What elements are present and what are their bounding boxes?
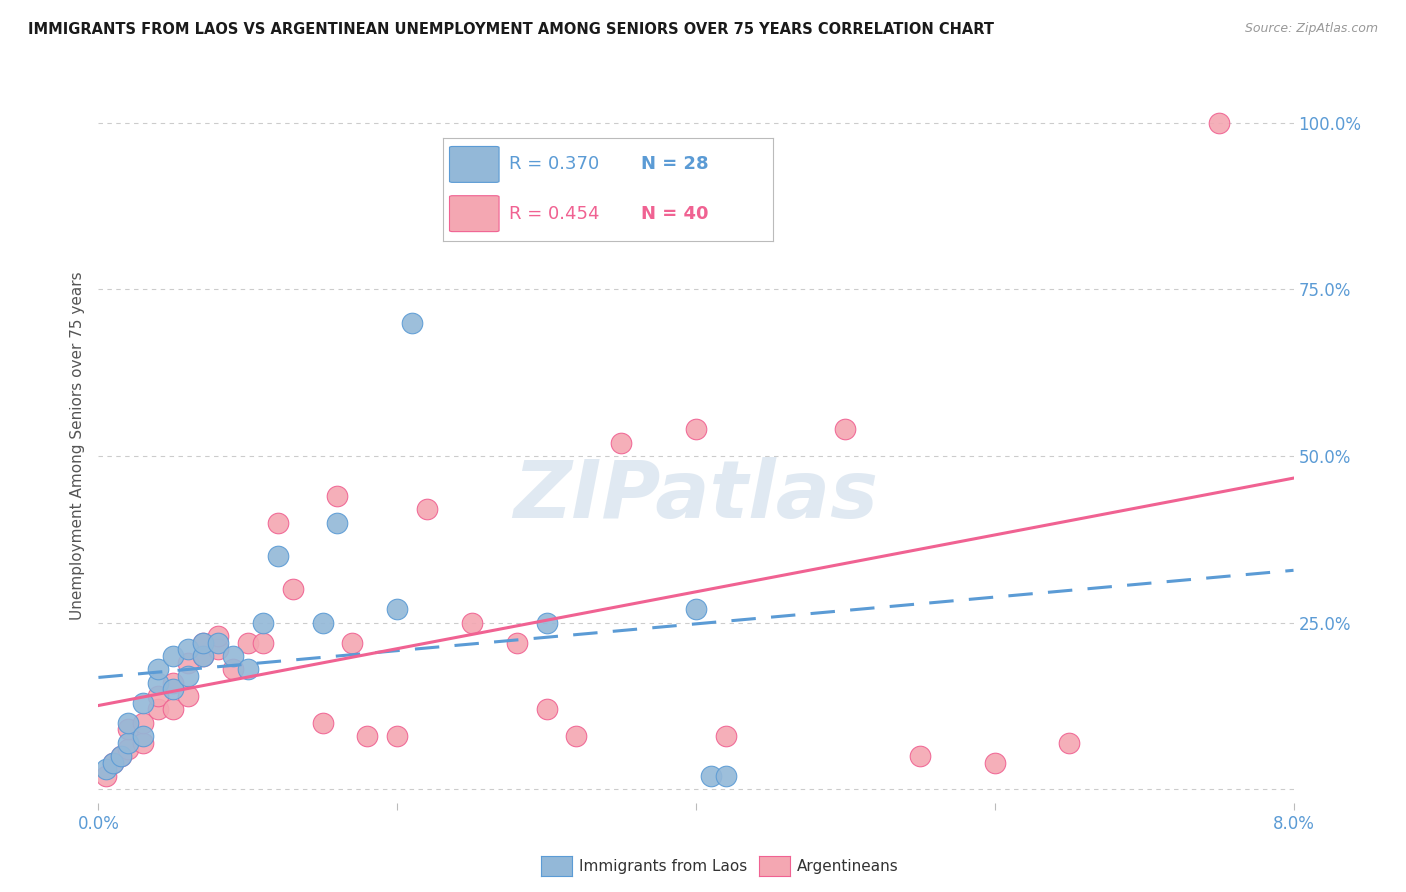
Point: [191, 636, 214, 650]
Point: [103, 756, 125, 770]
Point: [610, 435, 633, 450]
Point: [191, 649, 214, 664]
Point: [177, 669, 200, 683]
Point: [281, 582, 304, 597]
Point: [356, 729, 378, 743]
Point: [536, 615, 558, 630]
Point: [908, 749, 931, 764]
Point: [536, 702, 558, 716]
Text: Immigrants from Laos: Immigrants from Laos: [579, 859, 748, 873]
Text: ZIPatlas: ZIPatlas: [513, 457, 879, 535]
Point: [117, 742, 139, 756]
Point: [132, 736, 155, 750]
Point: [103, 756, 125, 770]
Point: [700, 769, 723, 783]
Text: IMMIGRANTS FROM LAOS VS ARGENTINEAN UNEMPLOYMENT AMONG SENIORS OVER 75 YEARS COR: IMMIGRANTS FROM LAOS VS ARGENTINEAN UNEM…: [28, 22, 994, 37]
Text: N = 40: N = 40: [641, 204, 709, 223]
Point: [461, 615, 484, 630]
Point: [162, 682, 184, 697]
Point: [983, 756, 1005, 770]
Point: [267, 549, 290, 563]
Point: [132, 715, 155, 730]
Point: [162, 702, 184, 716]
Point: [222, 649, 245, 664]
Point: [207, 636, 229, 650]
FancyBboxPatch shape: [450, 195, 499, 232]
Text: Argentineans: Argentineans: [797, 859, 898, 873]
Point: [267, 516, 290, 530]
Point: [236, 636, 259, 650]
Point: [162, 649, 184, 664]
Point: [117, 736, 139, 750]
Text: R = 0.454: R = 0.454: [509, 204, 599, 223]
Point: [401, 316, 423, 330]
Point: [311, 715, 333, 730]
Point: [342, 636, 364, 650]
Text: R = 0.370: R = 0.370: [509, 155, 599, 173]
Text: N = 28: N = 28: [641, 155, 709, 173]
FancyBboxPatch shape: [450, 146, 499, 182]
Point: [506, 636, 529, 650]
Point: [177, 656, 200, 670]
Point: [94, 763, 117, 777]
Point: [148, 702, 170, 716]
Point: [177, 689, 200, 703]
Point: [117, 723, 139, 737]
Point: [685, 422, 707, 436]
Point: [148, 662, 170, 676]
Point: [834, 422, 856, 436]
Point: [110, 749, 132, 764]
Point: [132, 729, 155, 743]
Point: [326, 489, 349, 503]
Point: [162, 675, 184, 690]
Point: [685, 602, 707, 616]
Point: [148, 675, 170, 690]
Point: [252, 636, 274, 650]
Point: [177, 642, 200, 657]
Point: [1059, 736, 1081, 750]
Point: [207, 629, 229, 643]
Point: [714, 769, 737, 783]
Point: [236, 662, 259, 676]
Point: [416, 502, 439, 516]
Point: [148, 689, 170, 703]
Point: [326, 516, 349, 530]
Point: [385, 602, 409, 616]
Point: [94, 769, 117, 783]
Point: [714, 729, 737, 743]
Point: [117, 715, 139, 730]
Point: [222, 662, 245, 676]
Point: [385, 729, 409, 743]
Point: [191, 649, 214, 664]
Point: [110, 749, 132, 764]
Y-axis label: Unemployment Among Seniors over 75 years: Unemployment Among Seniors over 75 years: [70, 272, 86, 620]
Text: Source: ZipAtlas.com: Source: ZipAtlas.com: [1244, 22, 1378, 36]
Point: [565, 729, 588, 743]
Point: [191, 636, 214, 650]
Point: [132, 696, 155, 710]
Point: [311, 615, 333, 630]
Point: [1208, 115, 1230, 129]
Point: [207, 642, 229, 657]
Point: [252, 615, 274, 630]
